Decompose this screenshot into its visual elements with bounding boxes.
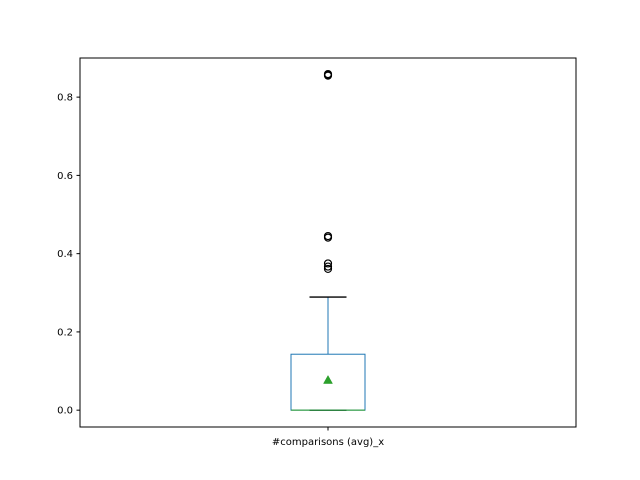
y-tick-label: 0.6 xyxy=(57,171,73,182)
outlier-point xyxy=(323,264,333,274)
plot-area xyxy=(290,69,366,411)
y-axis: 0.0 0.2 0.4 0.6 0.8 xyxy=(57,93,80,417)
x-axis: #comparisons (avg)_x xyxy=(272,427,384,448)
outlier-point xyxy=(323,231,333,241)
mean-marker xyxy=(323,375,333,384)
y-tick-label: 0.0 xyxy=(57,406,73,417)
outlier-point xyxy=(323,259,333,268)
y-tick-label: 0.4 xyxy=(57,249,73,260)
axes-frame xyxy=(79,57,577,428)
x-tick-label: #comparisons (avg)_x xyxy=(272,437,384,448)
outlier-point xyxy=(323,69,333,79)
y-tick-label: 0.2 xyxy=(57,327,73,338)
y-tick-label: 0.8 xyxy=(57,93,73,104)
outlier-point xyxy=(323,262,333,271)
